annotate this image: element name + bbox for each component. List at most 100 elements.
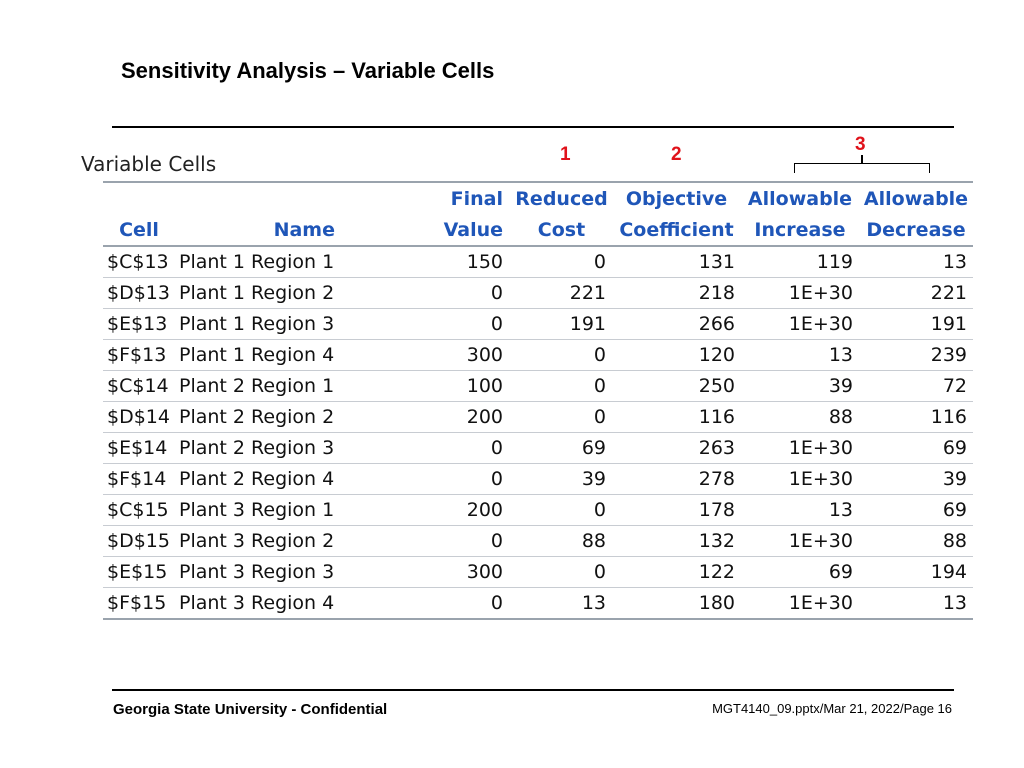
cell-allowable-decrease: 13: [859, 587, 973, 620]
cell-objective-coefficient: 131: [612, 246, 741, 278]
marker-3: 3: [855, 134, 866, 155]
cell-objective-coefficient: 122: [612, 556, 741, 588]
cell-objective-coefficient: 250: [612, 370, 741, 402]
header-row-1: Final Reduced Objective Allowable Allowable: [103, 181, 973, 214]
table-row: $D$14 Plant 2 Region 2 200 0 116 88 116: [103, 401, 973, 433]
cell-name: Plant 1 Region 3: [175, 308, 341, 340]
bracket-tick: [861, 155, 863, 164]
table-row: $C$14 Plant 2 Region 1 100 0 250 39 72: [103, 370, 973, 402]
cell-name: Plant 2 Region 1: [175, 370, 341, 402]
cell-objective-coefficient: 278: [612, 463, 741, 495]
cell-cell: $E$13: [103, 308, 175, 340]
cell-final-value: 200: [341, 494, 511, 526]
cell-reduced-cost: 0: [511, 401, 612, 433]
cell-allowable-decrease: 72: [859, 370, 973, 402]
bottom-divider: [112, 689, 954, 691]
cell-allowable-increase: 69: [741, 556, 859, 588]
header-reduced-cost-line1: Reduced: [511, 181, 612, 214]
cell-final-value: 100: [341, 370, 511, 402]
cell-allowable-decrease: 13: [859, 246, 973, 278]
cell-allowable-increase: 13: [741, 494, 859, 526]
top-divider: [112, 126, 954, 128]
cell-objective-coefficient: 266: [612, 308, 741, 340]
cell-name: Plant 2 Region 2: [175, 401, 341, 433]
allowable-bracket: [794, 163, 930, 173]
header-name-line2: Name: [175, 214, 341, 247]
header-allowable-decrease-line2: Decrease: [859, 214, 973, 247]
cell-objective-coefficient: 218: [612, 277, 741, 309]
marker-1: 1: [560, 144, 571, 165]
table-row: $D$13 Plant 1 Region 2 0 221 218 1E+30 221: [103, 277, 973, 309]
cell-name: Plant 2 Region 4: [175, 463, 341, 495]
cell-allowable-increase: 1E+30: [741, 525, 859, 557]
cell-reduced-cost: 0: [511, 370, 612, 402]
header-name-line1: [175, 181, 341, 214]
table-row: $F$15 Plant 3 Region 4 0 13 180 1E+30 13: [103, 587, 973, 620]
header-objective-coefficient-line2: Coefficient: [612, 214, 741, 247]
cell-name: Plant 1 Region 4: [175, 339, 341, 371]
variable-cells-table: Final Reduced Objective Allowable Allowable …: [103, 181, 973, 620]
cell-cell: $F$15: [103, 587, 175, 620]
header-allowable-increase-line1: Allowable: [741, 181, 859, 214]
section-label: Variable Cells: [81, 152, 217, 176]
header-allowable-decrease-line1: Allowable: [859, 181, 973, 214]
slide-title: Sensitivity Analysis – Variable Cells: [121, 58, 495, 83]
cell-allowable-increase: 1E+30: [741, 432, 859, 464]
cell-allowable-decrease: 88: [859, 525, 973, 557]
table-row: $D$15 Plant 3 Region 2 0 88 132 1E+30 88: [103, 525, 973, 557]
cell-final-value: 0: [341, 587, 511, 620]
header-allowable-increase-line2: Increase: [741, 214, 859, 247]
cell-objective-coefficient: 263: [612, 432, 741, 464]
cell-allowable-decrease: 221: [859, 277, 973, 309]
cell-reduced-cost: 0: [511, 339, 612, 371]
cell-name: Plant 3 Region 1: [175, 494, 341, 526]
header-cell-line2: Cell: [103, 214, 175, 247]
table-row: $C$13 Plant 1 Region 1 150 0 131 119 13: [103, 246, 973, 278]
header-row-2: Cell Name Value Cost Coefficient Increase Decr…: [103, 214, 973, 247]
footer-right: MGT4140_09.pptx/Mar 21, 2022/Page 16: [712, 701, 952, 716]
cell-allowable-increase: 1E+30: [741, 277, 859, 309]
cell-name: Plant 1 Region 1: [175, 246, 341, 278]
table-row: $E$15 Plant 3 Region 3 300 0 122 69 194: [103, 556, 973, 588]
table-row: $E$14 Plant 2 Region 3 0 69 263 1E+30 69: [103, 432, 973, 464]
header-objective-coefficient-line1: Objective: [612, 181, 741, 214]
cell-allowable-increase: 1E+30: [741, 463, 859, 495]
cell-allowable-increase: 1E+30: [741, 308, 859, 340]
cell-allowable-decrease: 69: [859, 432, 973, 464]
cell-cell: $E$14: [103, 432, 175, 464]
cell-allowable-decrease: 239: [859, 339, 973, 371]
cell-allowable-decrease: 191: [859, 308, 973, 340]
cell-allowable-decrease: 69: [859, 494, 973, 526]
cell-final-value: 200: [341, 401, 511, 433]
footer-left: Georgia State University - Confidential: [113, 701, 388, 718]
cell-reduced-cost: 39: [511, 463, 612, 495]
cell-final-value: 0: [341, 525, 511, 557]
cell-cell: $E$15: [103, 556, 175, 588]
cell-allowable-decrease: 194: [859, 556, 973, 588]
header-final-value-line1: Final: [341, 181, 511, 214]
cell-final-value: 0: [341, 308, 511, 340]
cell-reduced-cost: 69: [511, 432, 612, 464]
cell-final-value: 300: [341, 339, 511, 371]
cell-cell: $F$14: [103, 463, 175, 495]
cell-cell: $D$15: [103, 525, 175, 557]
cell-cell: $C$14: [103, 370, 175, 402]
cell-objective-coefficient: 178: [612, 494, 741, 526]
cell-objective-coefficient: 180: [612, 587, 741, 620]
cell-cell: $C$15: [103, 494, 175, 526]
table-row: $C$15 Plant 3 Region 1 200 0 178 13 69: [103, 494, 973, 526]
cell-allowable-increase: 13: [741, 339, 859, 371]
cell-cell: $C$13: [103, 246, 175, 278]
cell-name: Plant 2 Region 3: [175, 432, 341, 464]
table-body: $C$13 Plant 1 Region 1 150 0 131 119 13 $D$13 Pl…: [103, 246, 973, 620]
cell-cell: $F$13: [103, 339, 175, 371]
cell-allowable-decrease: 116: [859, 401, 973, 433]
cell-final-value: 0: [341, 277, 511, 309]
cell-reduced-cost: 88: [511, 525, 612, 557]
cell-allowable-decrease: 39: [859, 463, 973, 495]
header-reduced-cost-line2: Cost: [511, 214, 612, 247]
variable-cells-table-wrap: Final Reduced Objective Allowable Allowable …: [103, 181, 973, 620]
header-final-value-line2: Value: [341, 214, 511, 247]
cell-objective-coefficient: 132: [612, 525, 741, 557]
cell-final-value: 300: [341, 556, 511, 588]
